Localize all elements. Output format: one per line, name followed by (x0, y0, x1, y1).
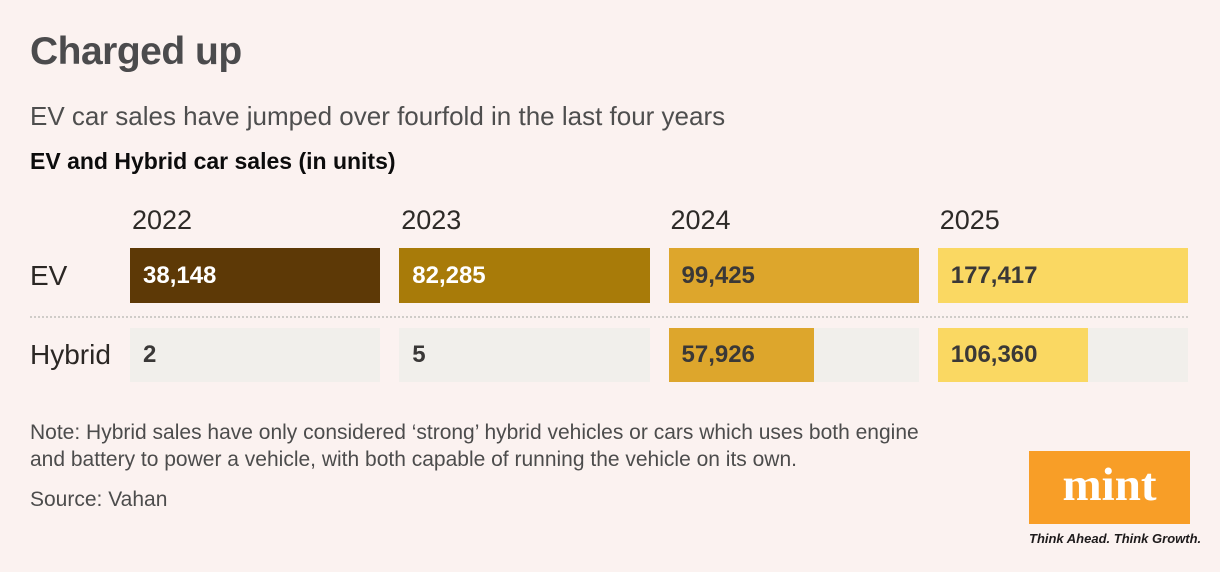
bar-cell-hybrid-2023: 5 (399, 328, 650, 382)
bar-cell-ev-2023: 82,285 (399, 248, 650, 303)
row-label-ev: EV (30, 259, 68, 291)
infographic-page: Charged up EV car sales have jumped over… (0, 28, 1220, 572)
bar-value-label: 38,148 (143, 261, 217, 289)
bar-value-label: 99,425 (681, 261, 755, 289)
source-text: Source: Vahan (30, 488, 168, 511)
row-separator (30, 316, 1188, 318)
bar-cell-hybrid-2024: 57,926 (668, 328, 919, 382)
bar-cell-ev-2025: 177,417 (937, 248, 1188, 303)
year-label-2022: 2022 (132, 205, 193, 235)
year-label-2025: 2025 (939, 205, 1000, 235)
year-label-2023: 2023 (401, 205, 462, 235)
bar-value-label: 82,285 (412, 261, 486, 289)
subtitle: EV car sales have jumped over fourfold i… (30, 101, 726, 131)
bar-fill (937, 248, 1188, 303)
bar-fill (399, 248, 650, 303)
bar-value-label: 5 (412, 341, 426, 368)
year-label-2024: 2024 (670, 205, 731, 235)
bar-cell-ev-2024: 99,425 (668, 248, 919, 303)
bar-fill (668, 248, 919, 303)
bar-cell-hybrid-2022: 2 (130, 328, 381, 382)
bar-value-label: 2 (143, 341, 157, 368)
mint-logo-text: mint (1062, 459, 1157, 511)
mint-logo-block: mint Think Ahead. Think Growth. (1029, 451, 1202, 546)
bar-cell-ev-2022: 38,148 (130, 248, 381, 303)
bar-cell-hybrid-2025: 106,360 (937, 328, 1188, 382)
hybrid-row: Hybrid 2 5 57,926 106,360 (30, 328, 1188, 382)
page-title: Charged up (30, 30, 242, 73)
mint-tagline: Think Ahead. Think Growth. (1029, 531, 1202, 546)
bar-fill (130, 248, 381, 303)
bar-value-label: 106,360 (950, 341, 1038, 368)
bar-value-label: 57,926 (681, 341, 755, 368)
mint-logo: mint (1029, 451, 1190, 524)
note-text: Note: Hybrid sales have only considered … (30, 421, 919, 471)
row-label-hybrid: Hybrid (30, 339, 111, 370)
bar-chart: 2022 2023 2024 2025 EV 38,148 82,285 99,… (30, 205, 1188, 382)
chart-heading: EV and Hybrid car sales (in units) (30, 148, 396, 174)
bar-fill (937, 328, 1088, 382)
bar-fill (668, 328, 815, 382)
bar-value-label: 177,417 (950, 261, 1038, 289)
ev-row: EV 38,148 82,285 99,425 177,417 (30, 248, 1188, 303)
year-axis: 2022 2023 2024 2025 (30, 205, 1188, 236)
